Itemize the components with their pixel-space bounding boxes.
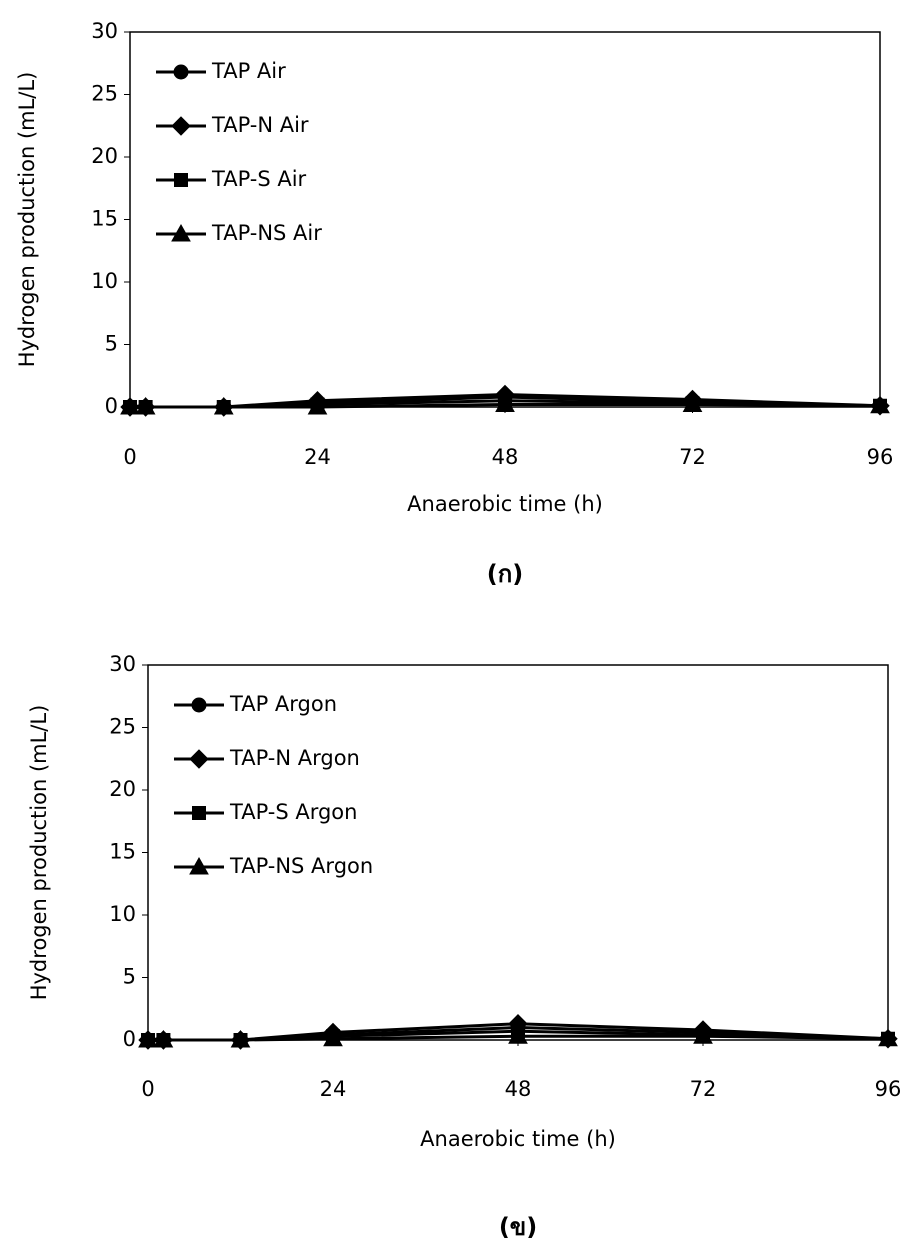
x-tick-label: 96: [867, 445, 894, 469]
x-tick-label: 24: [320, 1077, 347, 1101]
legend-marker: [172, 117, 190, 135]
legend-label: TAP-S Air: [211, 167, 307, 191]
y-tick-label: 5: [123, 965, 136, 989]
y-axis-title: Hydrogen production (mL/L): [27, 705, 51, 1001]
y-tick-label: 25: [109, 715, 136, 739]
y-tick-label: 20: [109, 777, 136, 801]
caption: (ก): [487, 560, 523, 588]
legend-label: TAP Argon: [229, 692, 337, 716]
x-tick-label: 72: [679, 445, 706, 469]
x-tick-label: 96: [875, 1077, 902, 1101]
x-tick-label: 72: [690, 1077, 717, 1101]
legend-label: TAP-S Argon: [229, 800, 357, 824]
y-tick-label: 30: [91, 19, 118, 43]
y-tick-label: 15: [91, 207, 118, 231]
legend-label: TAP-N Air: [211, 113, 309, 137]
legend-marker: [190, 750, 208, 768]
plot-frame: [148, 665, 888, 1040]
y-axis-title: Hydrogen production (mL/L): [15, 72, 39, 368]
y-tick-label: 5: [105, 332, 118, 356]
legend-marker: [174, 65, 188, 79]
legend-marker: [193, 807, 206, 820]
y-tick-label: 15: [109, 840, 136, 864]
caption: (ข): [499, 1213, 537, 1241]
legend-marker: [192, 698, 206, 712]
x-tick-label: 0: [141, 1077, 154, 1101]
y-tick-label: 20: [91, 144, 118, 168]
figure: 0 5 10 15 20 25 30 0 24 48 72 96 TAP Air TAP-N Air TAP…: [0, 0, 907, 1251]
legend-label: TAP-N Argon: [229, 746, 360, 770]
x-axis-title: Anaerobic time (h): [420, 1127, 616, 1151]
page: 0 5 10 15 20 25 30 0 24 48 72 96 TAP Air TAP-N Air TAP…: [0, 0, 907, 1251]
y-tick-label: 10: [109, 902, 136, 926]
plot-frame: [130, 32, 880, 407]
x-tick-label: 0: [123, 445, 136, 469]
y-tick-label: 0: [105, 394, 118, 418]
x-axis-title: Anaerobic time (h): [407, 492, 603, 516]
y-tick-label: 30: [109, 652, 136, 676]
x-tick-label: 24: [304, 445, 331, 469]
y-tick-label: 25: [91, 82, 118, 106]
y-tick-label: 10: [91, 269, 118, 293]
x-tick-label: 48: [492, 445, 519, 469]
legend-label: TAP Air: [211, 59, 286, 83]
legend-label: TAP-NS Argon: [229, 854, 373, 878]
legend-label: TAP-NS Air: [211, 221, 322, 245]
legend-marker: [175, 174, 188, 187]
x-tick-label: 48: [505, 1077, 532, 1101]
y-tick-label: 0: [123, 1027, 136, 1051]
